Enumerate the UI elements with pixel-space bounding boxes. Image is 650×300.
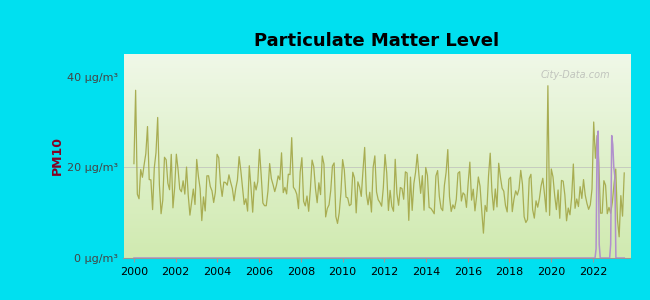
Y-axis label: PM10: PM10 [51,136,64,176]
Text: City-Data.com: City-Data.com [541,70,610,80]
Title: Particulate Matter Level: Particulate Matter Level [254,32,500,50]
